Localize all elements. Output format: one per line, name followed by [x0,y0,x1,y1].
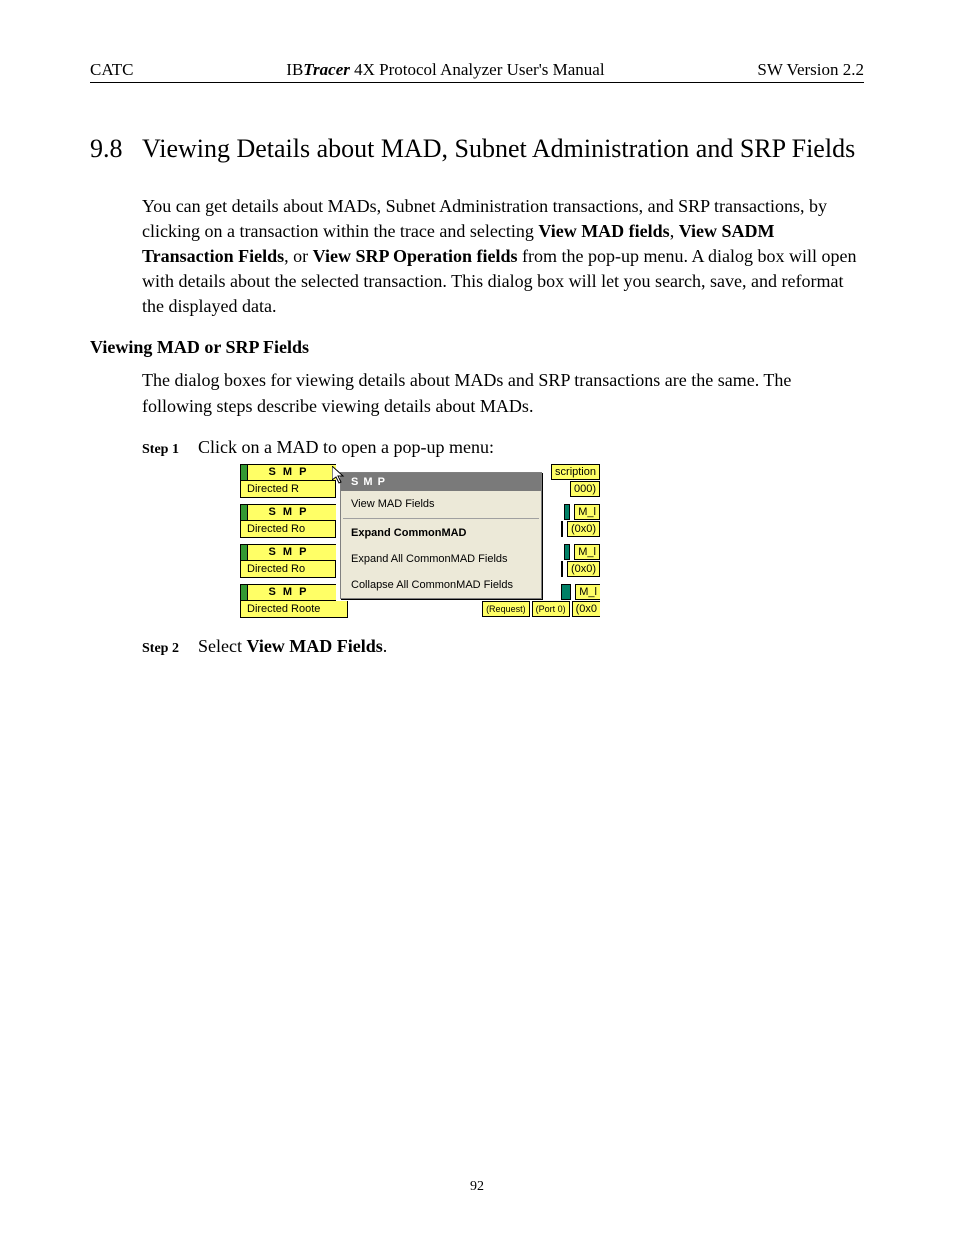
p1-b3: View SRP Operation fields [313,246,518,266]
step-2-t1: Select [198,636,246,656]
smp-cell[interactable]: S M P [240,544,336,561]
paragraph-2: The dialog boxes for viewing details abo… [142,368,864,418]
step-2-row: Step 2 Select View MAD Fields. [142,636,864,657]
ox0-cell: (0x0 [572,601,600,617]
smp-cell[interactable]: S M P [240,504,336,521]
context-menu: S M P View MAD Fields Expand CommonMAD E… [340,472,542,599]
step-2-label: Step 2 [142,641,198,657]
subheading: Viewing MAD or SRP Fields [90,337,864,358]
step-1-row: Step 1 Click on a MAD to open a pop-up m… [142,437,864,458]
section-heading: 9.8 Viewing Details about MAD, Subnet Ad… [90,133,864,166]
menu-item-expand-common[interactable]: Expand CommonMAD [341,520,541,546]
section-number: 9.8 [90,133,142,166]
smp-label: S M P [269,466,309,478]
menu-item-expand-all[interactable]: Expand All CommonMAD Fields [341,546,541,572]
p1-t3: , or [284,246,313,266]
directed-cell[interactable]: Directed R [240,481,336,498]
status-cell [561,584,571,600]
page-header: CATC IBTracer 4X Protocol Analyzer User'… [90,60,864,83]
header-right: SW Version 2.2 [757,60,864,80]
paragraph-1: You can get details about MADs, Subnet A… [142,194,864,320]
section-title: Viewing Details about MAD, Subnet Admini… [142,133,864,166]
p1-t2: , [670,221,679,241]
menu-item-view-mad[interactable]: View MAD Fields [341,491,541,517]
page-number: 92 [0,1179,954,1195]
status-cell [564,504,570,520]
green-tab-icon [241,505,248,520]
header-center: IBTracer 4X Protocol Analyzer User's Man… [133,60,757,80]
header-left: CATC [90,60,133,80]
m-cell: M_l [575,584,600,600]
p1-b1: View MAD fields [538,221,669,241]
menu-title: S M P [341,473,541,491]
step-1-text: Click on a MAD to open a pop-up menu: [198,437,494,458]
cursor-icon [332,466,348,486]
smp-label: S M P [269,546,309,558]
smp-cell[interactable]: S M P [240,584,336,601]
m-cell: M_l [574,544,600,560]
menu-item-collapse-all[interactable]: Collapse All CommonMAD Fields [341,572,541,598]
ox0-cell: (0x0) [567,561,600,577]
request-cell: (Request) [482,601,530,617]
header-center-suffix: 4X Protocol Analyzer User's Manual [350,60,605,79]
directed-cell[interactable]: Directed Ro [240,561,336,578]
step-2-t2: . [383,636,388,656]
smp-label: S M P [269,506,309,518]
directed-cell[interactable]: Directed Roote [240,601,348,618]
green-tab-icon [241,585,248,600]
green-tab-icon [241,465,248,480]
m-cell: M_l [574,504,600,520]
header-center-italic: Tracer [303,60,350,79]
screenshot-figure: S M P scription Directed R 000) S M P M_… [240,464,600,618]
smp-label: S M P [269,586,309,598]
menu-separator [343,518,539,519]
directed-cell[interactable]: Directed Ro [240,521,336,538]
ox0-cell: (0x0) [567,521,600,537]
step-2-b1: View MAD Fields [246,636,382,656]
gap-cell [561,561,563,577]
step-2-text: Select View MAD Fields. [198,636,387,657]
step-1-label: Step 1 [142,442,198,458]
header-center-prefix: IB [286,60,303,79]
val-cell: 000) [570,481,600,497]
status-cell [564,544,570,560]
green-tab-icon [241,545,248,560]
port-cell: (Port 0) [532,601,570,617]
gap-cell [561,521,563,537]
desc-cell: scription [551,464,600,480]
smp-cell[interactable]: S M P [240,464,336,481]
